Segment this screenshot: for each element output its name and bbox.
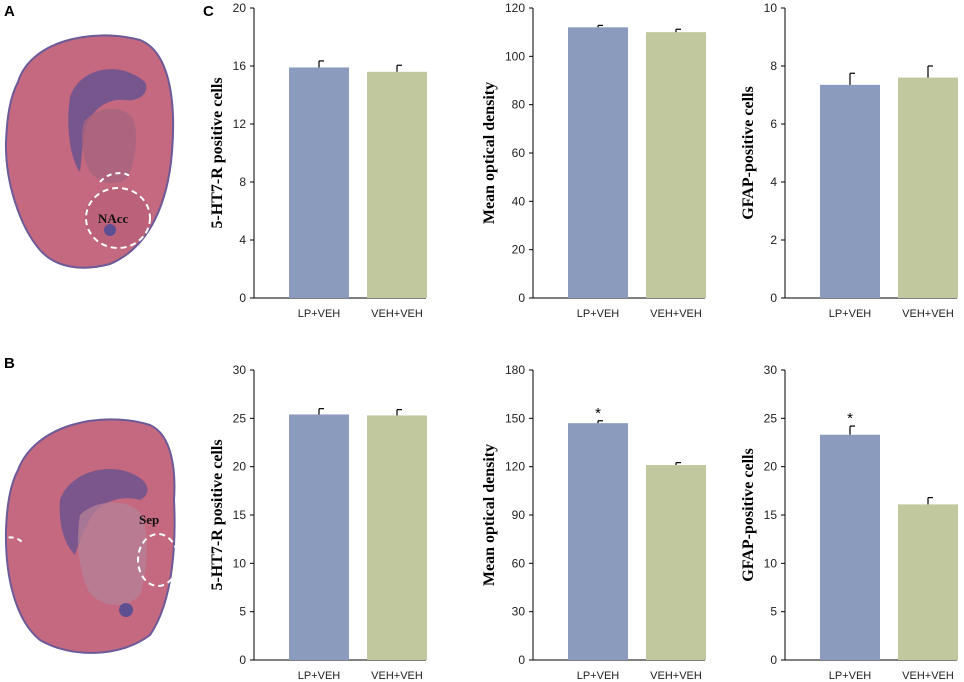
x-category-label: LP+VEH [577, 308, 620, 320]
y-axis-label: Mean optical density [481, 444, 498, 586]
bar-veh-veh [367, 415, 427, 660]
y-tick-label: 10 [764, 556, 778, 570]
significance-marker: * [847, 410, 853, 427]
y-tick-label: 0 [770, 291, 777, 305]
chart-3: 0 2 4 6 8 10 GFAP-positive cells LP+VEH VEH+VEH [740, 1, 958, 320]
y-tick-label: 90 [512, 508, 526, 522]
y-tick-label: 5 [239, 605, 246, 619]
y-axis-label: 5-HT7-R positive cells [209, 439, 226, 590]
y-tick-label: 5 [770, 605, 777, 619]
y-tick-label: 120 [505, 460, 525, 474]
y-tick-label: 30 [233, 363, 247, 377]
bar-veh-veh [646, 465, 706, 660]
y-tick-label: 4 [770, 175, 777, 189]
y-tick-label: 4 [239, 233, 246, 247]
y-tick-label: 20 [764, 460, 778, 474]
chart-6: 0 5 10 15 20 25 30 GFAP-positive cells * LP+VEH VE… [740, 363, 958, 682]
y-axis-label: GFAP-positive cells [740, 86, 757, 219]
y-tick-label: 20 [233, 1, 247, 15]
y-tick-label: 30 [512, 605, 526, 619]
y-tick-label: 20 [233, 460, 247, 474]
y-axis-label: 5-HT7-R positive cells [209, 77, 226, 228]
x-category-label: VEH+VEH [371, 670, 423, 682]
y-axis-label: Mean optical density [481, 82, 498, 224]
y-tick-label: 25 [764, 411, 778, 425]
brain-section-nacc-image [4, 34, 175, 269]
significance-marker: * [595, 405, 601, 422]
bar-lp-veh [568, 27, 628, 298]
y-tick-label: 80 [512, 98, 526, 112]
x-category-label: VEH+VEH [902, 670, 954, 682]
bar-veh-veh [898, 504, 958, 660]
chart-4: 0 5 10 15 20 25 30 5-HT7-R positive cells LP+VEH… [209, 363, 427, 682]
y-tick-label: 60 [512, 146, 526, 160]
y-tick-label: 2 [770, 233, 777, 247]
x-category-label: VEH+VEH [650, 308, 702, 320]
x-category-label: VEH+VEH [371, 308, 423, 320]
x-category-label: LP+VEH [298, 308, 341, 320]
panel-label-b: B [4, 355, 15, 372]
bar-lp-veh [820, 434, 880, 660]
x-category-label: LP+VEH [298, 670, 341, 682]
y-tick-label: 180 [505, 363, 525, 377]
y-tick-label: 6 [770, 117, 777, 131]
y-tick-label: 12 [233, 117, 247, 131]
y-tick-label: 8 [239, 175, 246, 189]
bar-lp-veh [289, 414, 349, 660]
bar-veh-veh [646, 32, 706, 299]
bar-veh-veh [898, 77, 958, 298]
y-tick-label: 150 [505, 411, 525, 425]
y-tick-label: 0 [518, 291, 525, 305]
brain-section-sep-image [0, 418, 176, 654]
y-tick-label: 15 [233, 508, 247, 522]
y-tick-label: 0 [770, 653, 777, 667]
y-tick-label: 8 [770, 59, 777, 73]
y-tick-label: 120 [505, 1, 525, 15]
y-tick-label: 0 [239, 291, 246, 305]
y-tick-label: 0 [239, 653, 246, 667]
x-category-label: LP+VEH [829, 308, 872, 320]
y-tick-label: 10 [233, 556, 247, 570]
y-tick-label: 25 [233, 411, 247, 425]
y-tick-label: 40 [512, 194, 526, 208]
panel-label-a: A [4, 3, 15, 20]
region-label-nacc: NAcc [98, 211, 129, 226]
y-tick-label: 10 [764, 1, 778, 15]
y-tick-label: 20 [512, 243, 526, 257]
x-category-label: VEH+VEH [902, 308, 954, 320]
y-tick-label: 16 [233, 59, 247, 73]
chart-1: 0 4 8 12 16 20 5-HT7-R positive cells LP+VEH VEH… [209, 1, 427, 320]
y-tick-label: 60 [512, 556, 526, 570]
y-tick-label: 0 [518, 653, 525, 667]
bar-lp-veh [820, 84, 880, 298]
y-axis-label: GFAP-positive cells [740, 448, 757, 581]
y-tick-label: 30 [764, 363, 778, 377]
x-category-label: LP+VEH [829, 670, 872, 682]
y-tick-label: 15 [764, 508, 778, 522]
x-category-label: VEH+VEH [650, 670, 702, 682]
bar-veh-veh [367, 71, 427, 298]
bar-lp-veh [289, 67, 349, 298]
y-tick-label: 100 [505, 49, 525, 63]
bar-lp-veh [568, 423, 628, 660]
panel-label-c: C [203, 3, 214, 20]
x-category-label: LP+VEH [577, 670, 620, 682]
region-label-sep: Sep [139, 512, 160, 527]
chart-2: 0 20 40 60 80 100 120 Mean optical density LP+VE… [481, 1, 706, 320]
chart-5: 0 30 60 90 120 150 180 Mean optical density * LP+… [481, 363, 706, 682]
